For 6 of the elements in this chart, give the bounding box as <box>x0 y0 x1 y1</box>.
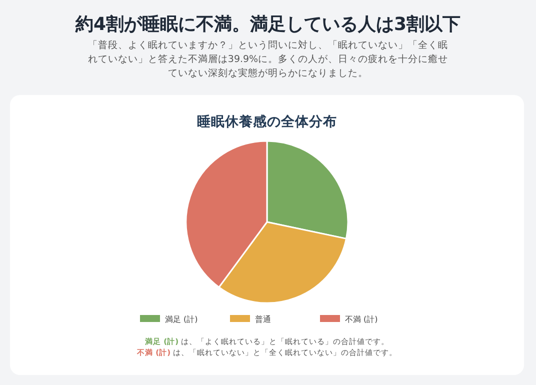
legend-label: 不満 (計) <box>345 315 378 324</box>
legend-label: 満足 (計) <box>165 315 198 324</box>
text: 「普段、よく眠れていますか？」という問いに対し、「眠れていない」「全く眠れていない」と答えた不満層は39.9%に。多くの人が、日々の疲れを十分に癒せていない深刻な実態が明らかになりました。 <box>86 39 450 81</box>
text: 約4割が睡眠に不満。満足している人は3割以下 <box>74 13 462 36</box>
chart-title: 睡眠休養感の全体分布 <box>197 113 337 130</box>
legend-label: 普通 <box>255 315 271 324</box>
